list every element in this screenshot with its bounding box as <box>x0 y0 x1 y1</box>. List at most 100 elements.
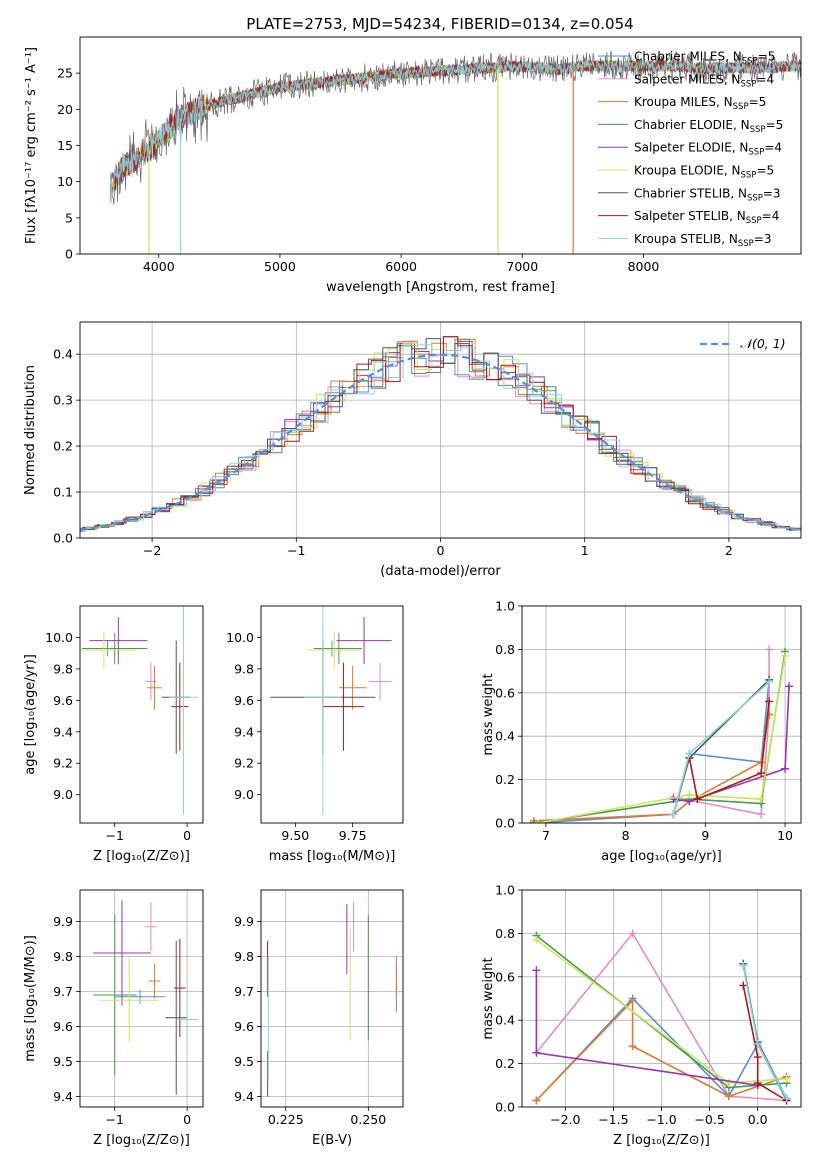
axes-frame <box>79 321 802 539</box>
x-tick-label: −2 <box>143 543 161 558</box>
y-tick-label: 0.8 <box>495 926 515 941</box>
x-tick-label: 0.250 <box>350 1112 386 1127</box>
x-tick-label: 0 <box>183 1112 191 1127</box>
y-tick-label: 1.0 <box>495 599 515 614</box>
weight-marker <box>757 795 766 804</box>
error-bars <box>80 606 198 816</box>
weight-marker <box>753 1040 762 1049</box>
x-tick-label: 0 <box>183 828 191 843</box>
axes-frame <box>79 36 802 255</box>
weight-marker <box>782 1074 791 1083</box>
weight-marker <box>757 810 766 819</box>
y-tick-label: 0.3 <box>53 393 73 408</box>
weight-marker <box>628 929 637 938</box>
y-tick-label: 9.7 <box>234 984 254 999</box>
x-tick-label: 7 <box>542 828 550 843</box>
y-tick-label: 9.9 <box>234 914 254 929</box>
y-tick-label: 9.2 <box>53 756 73 771</box>
x-tick-label: 9.50 <box>281 828 309 843</box>
age-weight-panel: 7 8 9 10 0.0 0.2 0.4 0.6 0.8 1.0 age [log₁₀(age/yr… <box>481 599 802 864</box>
spectrum-lines <box>109 51 801 254</box>
y-tick-label: 0.0 <box>495 816 515 831</box>
weight-series <box>532 929 791 1105</box>
y-tick-label: 15 <box>57 138 73 153</box>
spectrum-panel: 4000 5000 6000 7000 8000 0 5 10 15 20 25 wavelength… <box>24 36 802 295</box>
y-tick-label: 0.6 <box>495 685 515 700</box>
y-tick-label: 0.1 <box>53 485 73 500</box>
weight-marker <box>685 790 694 799</box>
x-tick-label: 8 <box>622 828 630 843</box>
y-axis-label: Flux [fλ10⁻¹⁷ erg cm⁻² s⁻¹ A⁻¹] <box>24 47 39 244</box>
weight-marker <box>739 981 748 990</box>
weight-marker <box>753 1079 762 1088</box>
y-tick-label: 10.0 <box>226 630 254 645</box>
y-tick-label: 0.6 <box>495 969 515 984</box>
x-axis-label: E(B-V) <box>312 1133 352 1148</box>
z-age-panel: −1 0 9.0 9.2 9.4 9.6 9.8 10.0 Z [log₁₀(Z/Z⊙)] age… <box>23 605 204 864</box>
weight-line-c4 <box>535 970 758 1087</box>
y-axis-label: Normed distribution <box>23 365 38 495</box>
weight-marker <box>765 677 774 686</box>
x-axis-label: age [log₁₀(age/yr)] <box>601 849 722 864</box>
weight-line-c3 <box>533 651 786 823</box>
legend-label: Salpeter MILES, NSSP=4 <box>634 72 774 89</box>
y-tick-label: 9.5 <box>234 1054 254 1069</box>
x-tick-label: 4000 <box>143 259 175 274</box>
legend-label: Salpeter STELIB, NSSP=4 <box>634 209 779 226</box>
error-bars <box>270 606 392 816</box>
y-tick-label: 20 <box>57 102 73 117</box>
y-tick-label: 10.0 <box>45 630 73 645</box>
z-weight-panel: −2.0 −1.5 −1.0 −0.5 0.0 0.0 0.2 0.4 0.6 0.8 1.0 Z [… <box>481 883 802 1148</box>
y-tick-label: 9.6 <box>53 693 73 708</box>
x-tick-label: 10 <box>777 828 793 843</box>
error-bars <box>93 900 198 1095</box>
weight-marker <box>669 795 678 804</box>
x-tick-label: −1 <box>287 543 305 558</box>
legend-label: Chabrier STELIB, NSSP=3 <box>634 186 781 203</box>
legend-label: Kroupa STELIB, NSSP=3 <box>634 232 772 249</box>
weight-marker <box>757 758 766 767</box>
y-tick-label: 9.8 <box>234 661 254 676</box>
y-tick-label: 25 <box>57 66 73 81</box>
weight-marker <box>532 1048 541 1057</box>
weight-line-c5 <box>537 655 786 823</box>
y-tick-label: 9.0 <box>53 787 73 802</box>
weight-marker <box>693 795 702 804</box>
x-tick-label: 9.75 <box>339 828 367 843</box>
ebv-mass-panel: 0.225 0.250 9.4 9.5 9.6 9.7 9.8 9.9 E(B-V) <box>234 889 404 1148</box>
y-tick-label: 0.4 <box>53 347 73 362</box>
y-tick-label: 0.0 <box>495 1100 515 1115</box>
x-axis-label: Z [log₁₀(Z/Z⊙)] <box>93 849 190 864</box>
y-axis-label: mass [log₁₀(M/M⊙)] <box>23 935 38 1062</box>
histograms <box>80 336 801 533</box>
y-tick-label: 9.6 <box>234 1019 254 1034</box>
y-tick-label: 9.8 <box>53 661 73 676</box>
legend-label: Chabrier MILES, NSSP=5 <box>634 50 775 67</box>
y-axis-label: age [log₁₀(age/yr)] <box>23 654 38 775</box>
y-tick-label: 9.9 <box>53 914 73 929</box>
x-tick-label: −1.0 <box>646 1112 676 1127</box>
y-tick-label: 9.4 <box>234 1089 254 1104</box>
weight-marker <box>533 819 542 823</box>
y-tick-label: 0 <box>65 247 73 262</box>
y-tick-label: 0.2 <box>53 439 73 454</box>
axes-frame <box>79 605 204 824</box>
x-tick-label: −1.5 <box>598 1112 628 1127</box>
y-tick-label: 9.4 <box>234 724 254 739</box>
weight-line-c7 <box>742 985 788 1102</box>
weight-marker <box>529 819 538 823</box>
y-tick-label: 9.4 <box>53 724 73 739</box>
histogram-c6 <box>80 338 801 533</box>
weight-marker <box>669 810 678 819</box>
figure-title: PLATE=2753, MJD=54234, FIBERID=0134, z=0… <box>246 15 633 33</box>
weight-marker <box>782 1094 791 1103</box>
axes-frame <box>260 889 404 1108</box>
y-tick-label: 0.2 <box>495 1056 515 1071</box>
legend-label: Kroupa ELODIE, NSSP=5 <box>634 164 774 181</box>
x-tick-label: 2 <box>725 543 733 558</box>
x-tick-label: 7000 <box>506 259 538 274</box>
y-tick-label: 0.0 <box>53 531 73 546</box>
y-tick-label: 5 <box>65 210 73 225</box>
mass-age-panel: 9.50 9.75 9.0 9.2 9.4 9.6 9.8 10.0 mass [log₁₀(M… <box>226 605 404 864</box>
